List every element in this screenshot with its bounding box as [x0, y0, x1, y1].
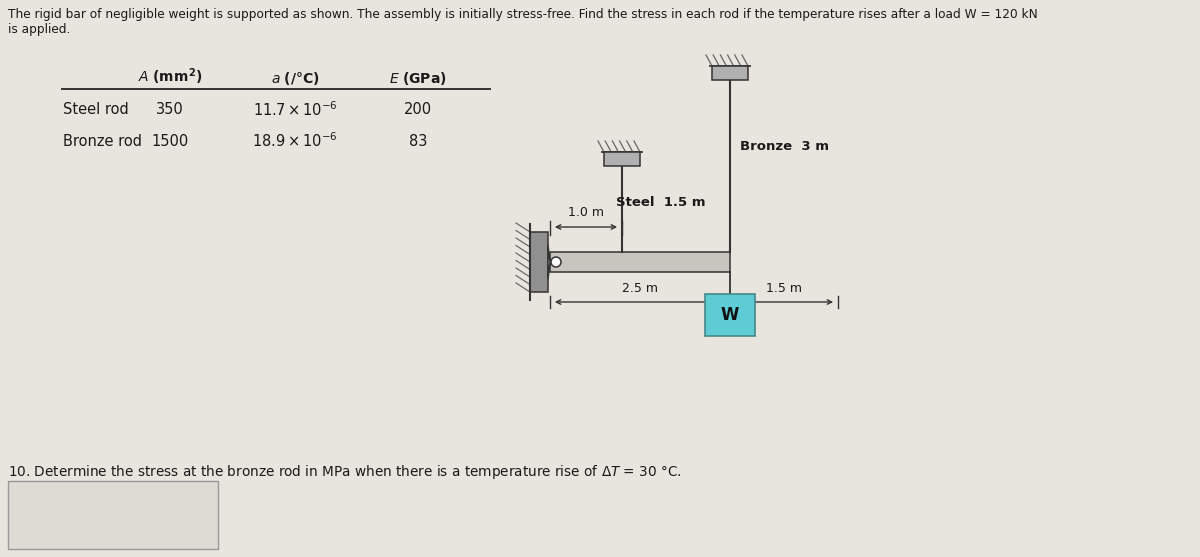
Circle shape — [551, 257, 562, 267]
Text: $\mathit{a}$ $\mathbf{(/°C)}$: $\mathit{a}$ $\mathbf{(/°C)}$ — [271, 70, 319, 87]
Text: 200: 200 — [404, 102, 432, 118]
Text: 2.5 m: 2.5 m — [622, 282, 658, 295]
Text: $\mathit{A}$ $\mathbf{(mm^2)}$: $\mathit{A}$ $\mathbf{(mm^2)}$ — [138, 66, 202, 87]
Bar — [712, 66, 748, 80]
Text: $\mathit{E}$ $\mathbf{(GPa)}$: $\mathit{E}$ $\mathbf{(GPa)}$ — [389, 70, 446, 87]
Text: 83: 83 — [409, 134, 427, 149]
Text: is applied.: is applied. — [8, 23, 71, 36]
Bar — [604, 152, 640, 166]
Text: 1.5 m: 1.5 m — [766, 282, 802, 295]
Text: Bronze  3 m: Bronze 3 m — [740, 139, 829, 153]
Bar — [550, 252, 730, 272]
Text: $11.7\times10^{-6}$: $11.7\times10^{-6}$ — [253, 101, 337, 119]
Text: 1.0 m: 1.0 m — [568, 206, 604, 219]
Polygon shape — [548, 245, 550, 279]
Bar — [530, 232, 548, 292]
Text: The rigid bar of negligible weight is supported as shown. The assembly is initia: The rigid bar of negligible weight is su… — [8, 8, 1038, 21]
Text: Steel  1.5 m: Steel 1.5 m — [616, 197, 706, 209]
Bar — [706, 294, 755, 336]
Text: W: W — [721, 306, 739, 324]
Text: 10. Determine the stress at the bronze rod in MPa when there is a temperature ri: 10. Determine the stress at the bronze r… — [8, 463, 682, 481]
Text: Steel rod: Steel rod — [64, 102, 128, 118]
Text: Bronze rod: Bronze rod — [64, 134, 142, 149]
Text: 1500: 1500 — [151, 134, 188, 149]
Text: 350: 350 — [156, 102, 184, 118]
Bar — [8, 481, 218, 549]
Text: $18.9\times10^{-6}$: $18.9\times10^{-6}$ — [252, 131, 338, 150]
